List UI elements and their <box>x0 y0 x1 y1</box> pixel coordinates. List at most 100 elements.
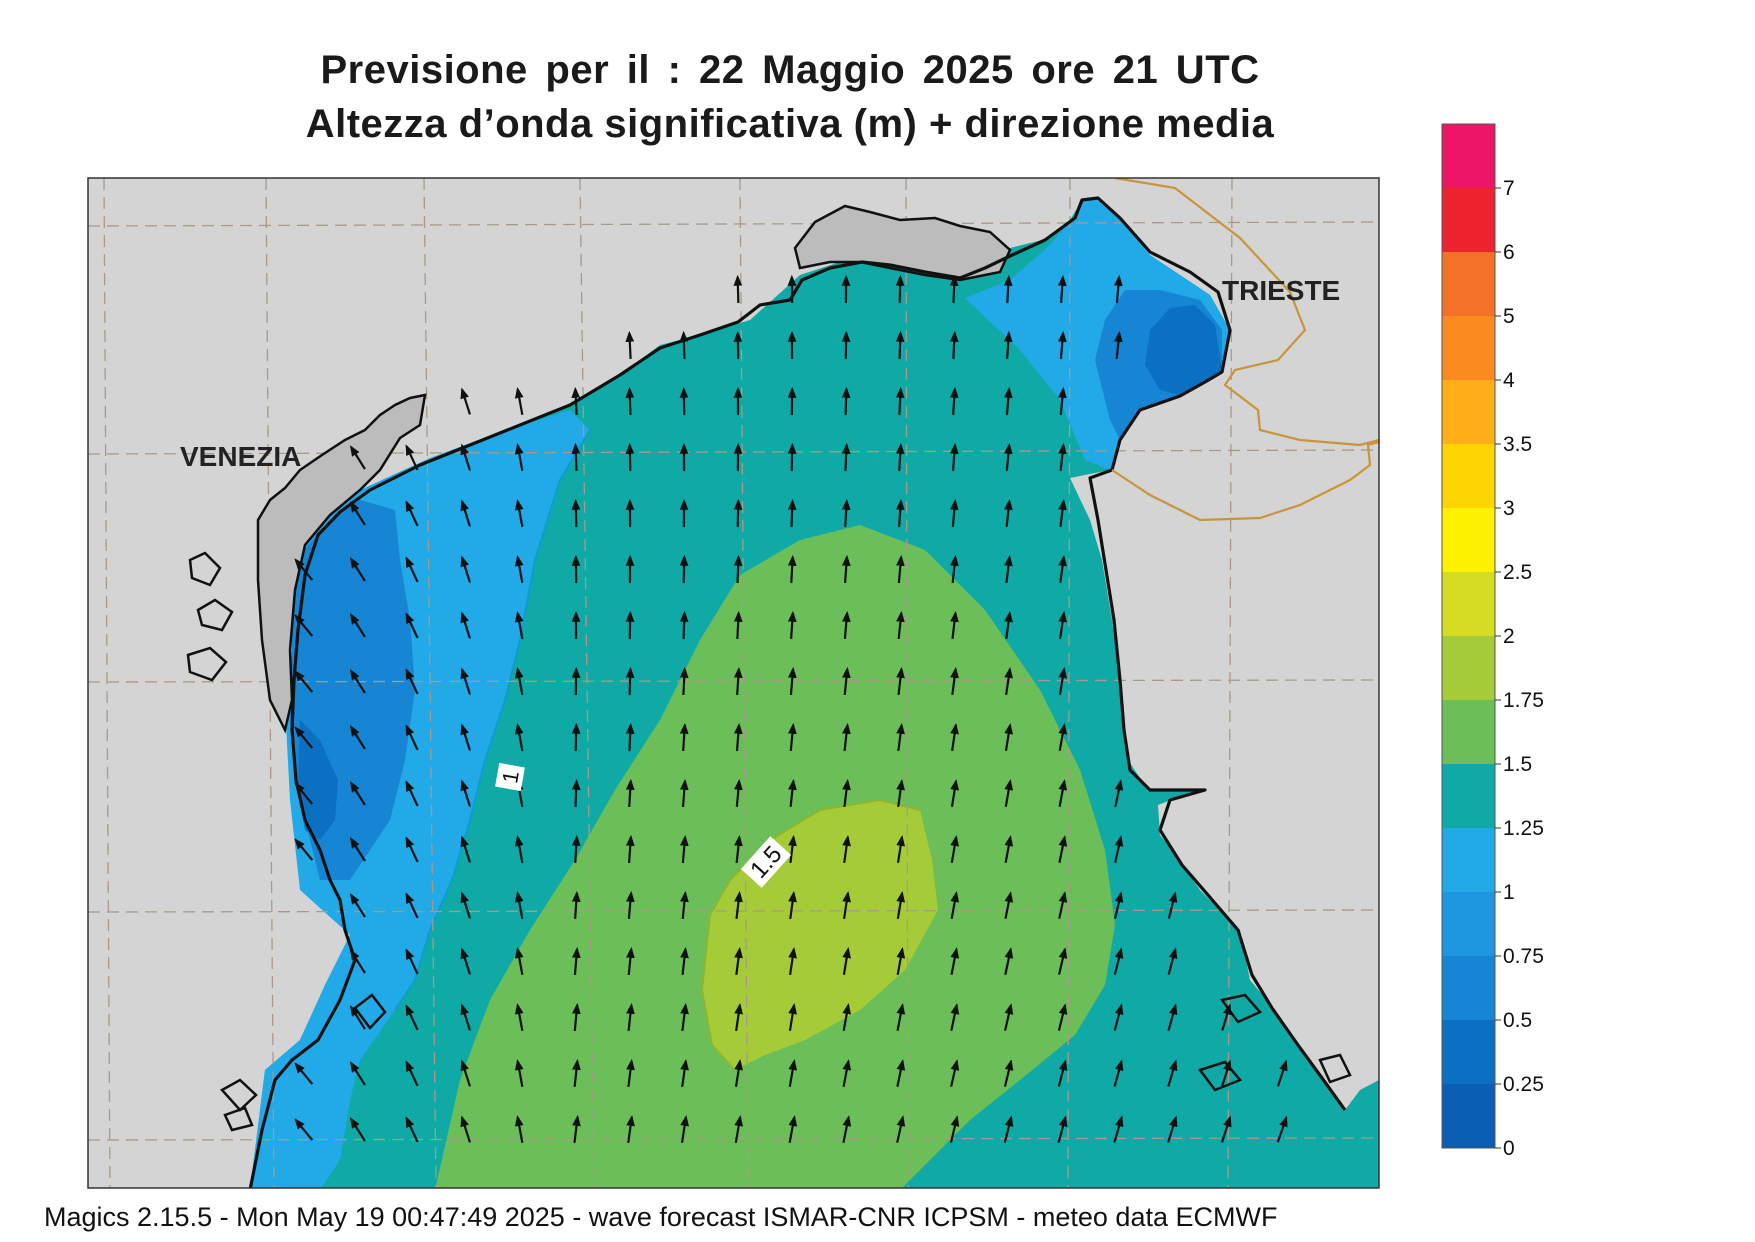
wave-direction-arrow <box>1058 723 1068 751</box>
wave-direction-arrow <box>950 554 959 584</box>
colorbar-label: 1.75 <box>1503 689 1544 712</box>
colorbar-swatch <box>1442 508 1495 572</box>
colorbar-swatch <box>1442 636 1495 700</box>
wave-direction-arrow <box>787 610 797 640</box>
wave-direction-arrow <box>949 498 959 528</box>
wave-direction-arrow <box>1058 666 1068 696</box>
wave-direction-arrow <box>841 610 851 640</box>
wave-direction-arrow <box>514 835 524 863</box>
colorbar-swatch <box>1442 188 1495 252</box>
wave-direction-arrow <box>1058 947 1068 975</box>
wave-direction-arrow <box>842 778 851 808</box>
wave-direction-arrow <box>895 554 905 584</box>
wave-direction-arrow <box>626 1002 635 1032</box>
colorbar-label: 0.25 <box>1503 1073 1544 1096</box>
city-label-venezia: VENEZIA <box>180 441 301 472</box>
wave-direction-arrow <box>896 666 905 696</box>
wave-direction-arrow <box>349 557 366 582</box>
wave-direction-arrow <box>1167 891 1178 919</box>
title-line-1: Previsione per il : 22 Maggio 2025 ore 2… <box>320 48 1260 92</box>
city-label-trieste: TRIESTE <box>1222 275 1340 306</box>
wave-direction-arrow <box>679 330 689 360</box>
wave-direction-arrow <box>1058 554 1067 584</box>
wave-direction-arrow <box>349 1061 366 1086</box>
wave-direction-arrow <box>1114 779 1124 807</box>
wave-direction-arrow <box>896 947 906 975</box>
wave-direction-arrow <box>460 1115 471 1143</box>
wave-direction-arrow <box>349 893 366 918</box>
wave-direction-arrow <box>734 946 743 976</box>
wave-direction-arrow <box>405 612 419 639</box>
wave-direction-arrow <box>460 611 471 639</box>
wave-direction-arrow <box>625 890 635 920</box>
colorbar-label: 0.75 <box>1503 945 1544 968</box>
wave-direction-arrow <box>514 611 524 639</box>
wave-direction-arrow <box>841 442 851 472</box>
colorbar-label: 0.5 <box>1503 1009 1532 1032</box>
colorbar-swatch <box>1442 572 1495 636</box>
wave-direction-arrow <box>679 778 689 808</box>
lagoon-area <box>256 393 427 734</box>
wave-direction-arrow <box>841 554 851 584</box>
wave-direction-arrow <box>895 386 905 416</box>
wave-direction-arrow <box>460 667 471 695</box>
colorbar-label: 3 <box>1503 497 1515 520</box>
wave-direction-arrow <box>571 386 581 416</box>
wave-direction-arrow <box>626 1114 635 1144</box>
wave-direction-arrow <box>405 556 419 583</box>
wave-direction-arrow <box>514 723 524 751</box>
wave-direction-arrow <box>787 442 797 472</box>
wave-direction-arrow <box>679 666 689 696</box>
wave-direction-arrow <box>733 610 743 640</box>
wave-direction-arrow <box>294 670 314 693</box>
wave-direction-arrow <box>950 1003 960 1031</box>
wave-direction-arrow <box>514 499 524 527</box>
wave-direction-arrow <box>405 444 419 471</box>
wave-direction-arrow <box>405 724 419 751</box>
wave-direction-arrow <box>405 780 419 807</box>
colorbar-swatch <box>1442 700 1495 764</box>
wave-direction-arrow <box>514 947 524 975</box>
wave-direction-arrow <box>950 947 960 975</box>
wave-direction-arrow <box>294 1118 314 1141</box>
wave-direction-arrows <box>294 274 1288 1144</box>
wave-direction-arrow <box>896 834 905 864</box>
wave-direction-arrow <box>405 892 419 919</box>
wave-direction-arrow <box>349 501 366 526</box>
wave-direction-arrow <box>460 387 471 415</box>
wave-direction-arrow <box>571 442 581 472</box>
colorbar-label: 5 <box>1503 305 1515 328</box>
wave-direction-arrow <box>1114 330 1123 360</box>
wave-direction-arrow <box>571 722 581 752</box>
wave-direction-arrow <box>625 386 635 416</box>
wave-direction-arrow <box>349 837 366 862</box>
wave-direction-arrow <box>514 1115 524 1143</box>
wave-direction-arrow <box>788 1002 798 1032</box>
colorbar-label: 3.5 <box>1503 433 1532 456</box>
wave-direction-arrow <box>842 722 851 752</box>
wave-direction-arrow <box>405 500 419 527</box>
wave-direction-arrow <box>1004 1003 1014 1031</box>
colorbar-label: 7 <box>1503 177 1515 200</box>
wave-direction-arrow <box>1057 1059 1068 1087</box>
wave-direction-arrow <box>405 836 419 863</box>
colorbar-label: 2.5 <box>1503 561 1532 584</box>
wave-direction-arrow <box>626 1058 635 1088</box>
colorbar-swatch <box>1442 252 1495 316</box>
wave-direction-arrow <box>1003 1115 1014 1143</box>
wave-direction-arrow <box>1057 1115 1068 1143</box>
wave-direction-arrow <box>625 722 635 752</box>
wave-direction-arrow <box>950 1059 960 1087</box>
wave-direction-arrow <box>734 1115 744 1144</box>
wave-direction-arrow <box>841 386 851 416</box>
wave-direction-arrow <box>895 274 905 304</box>
wave-direction-arrow <box>1004 554 1013 584</box>
wave-direction-arrow <box>733 778 743 808</box>
wave-direction-arrow <box>1004 779 1014 807</box>
wave-direction-arrow <box>788 946 797 976</box>
wave-direction-arrow <box>572 1002 581 1032</box>
wave-direction-arrow <box>949 330 959 360</box>
wave-direction-arrow <box>679 722 689 752</box>
wave-direction-arrow <box>294 726 314 749</box>
wave-direction-arrow <box>842 890 851 920</box>
